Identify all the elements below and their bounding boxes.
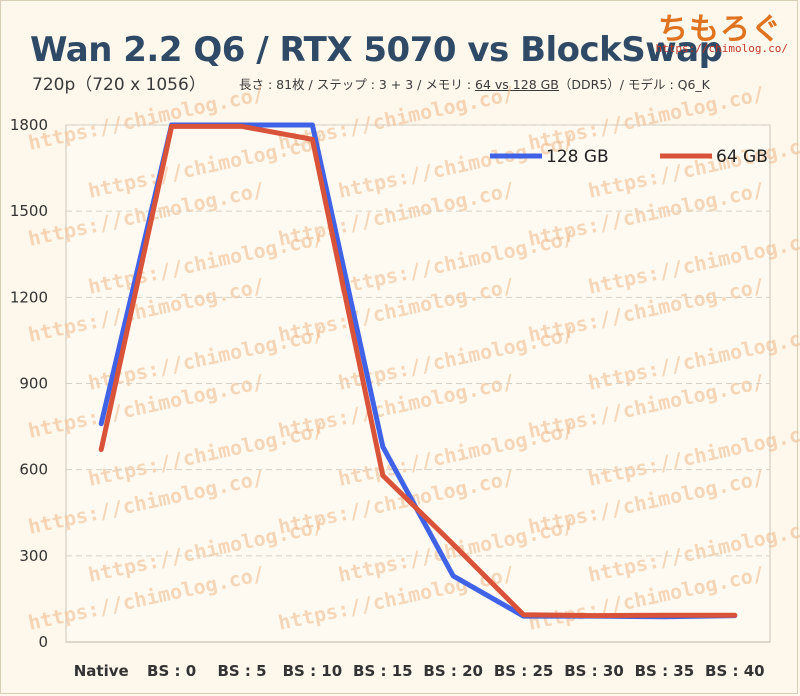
x-axis-ticks: Native BS : 0 BS : 5 BS : 10 BS : 15 BS : 20 B… [74,662,765,680]
subtitle-model: （DDR5）/ モデル : Q6_K [558,77,710,92]
series-line-64-gb [98,123,738,619]
y-tick-label: 300 [19,547,48,565]
chart-legend: 128 GB 64 GB [490,147,768,167]
x-tick-label: BS : 5 [217,662,266,680]
chart-subtitle-settings: 長さ : 81枚 / ステップ : 3 + 3 / メモリ : 64 vs 12… [239,74,710,93]
x-tick-label: BS : 20 [423,662,483,680]
subtitle-memory: 64 vs 128 GB [475,77,559,92]
x-tick-label: BS : 40 [705,662,765,680]
y-tick-label: 600 [19,461,48,479]
y-tick-label: 1500 [10,202,48,220]
y-tick-label: 1800 [10,116,48,134]
x-tick-label: Native [74,662,129,680]
series-lines [98,122,738,620]
site-logo-url: https://chimolog.co/ [655,42,788,55]
x-tick-label: BS : 0 [147,662,196,680]
y-tick-label: 900 [19,375,48,393]
y-tick-label: 1200 [10,288,48,306]
legend-label: 64 GB [716,147,768,167]
grid-lines [66,124,770,643]
subtitle-length-steps: 長さ : 81枚 / ステップ : 3 + 3 / メモリ : [239,77,476,92]
chart-title: Wan 2.2 Q6 / RTX 5070 vs BlockSwap [30,30,723,70]
y-tick-label: 0 [38,633,48,651]
x-tick-label: BS : 30 [564,662,624,680]
legend-label: 128 GB [546,147,609,167]
chart-subtitle-resolution: 720p（720 x 1056） [32,75,206,95]
x-tick-label: BS : 25 [494,662,554,680]
x-tick-label: BS : 35 [635,662,695,680]
x-tick-label: BS : 10 [283,662,343,680]
y-axis-ticks: 0 300 600 900 1200 1500 1800 [10,116,48,651]
x-tick-label: BS : 15 [353,662,413,680]
site-logo: ちもろぐ [658,12,782,47]
